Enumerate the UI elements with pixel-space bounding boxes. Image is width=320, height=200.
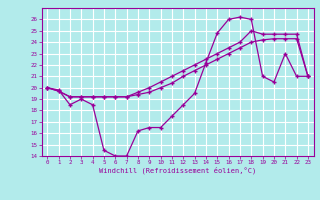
- X-axis label: Windchill (Refroidissement éolien,°C): Windchill (Refroidissement éolien,°C): [99, 167, 256, 174]
